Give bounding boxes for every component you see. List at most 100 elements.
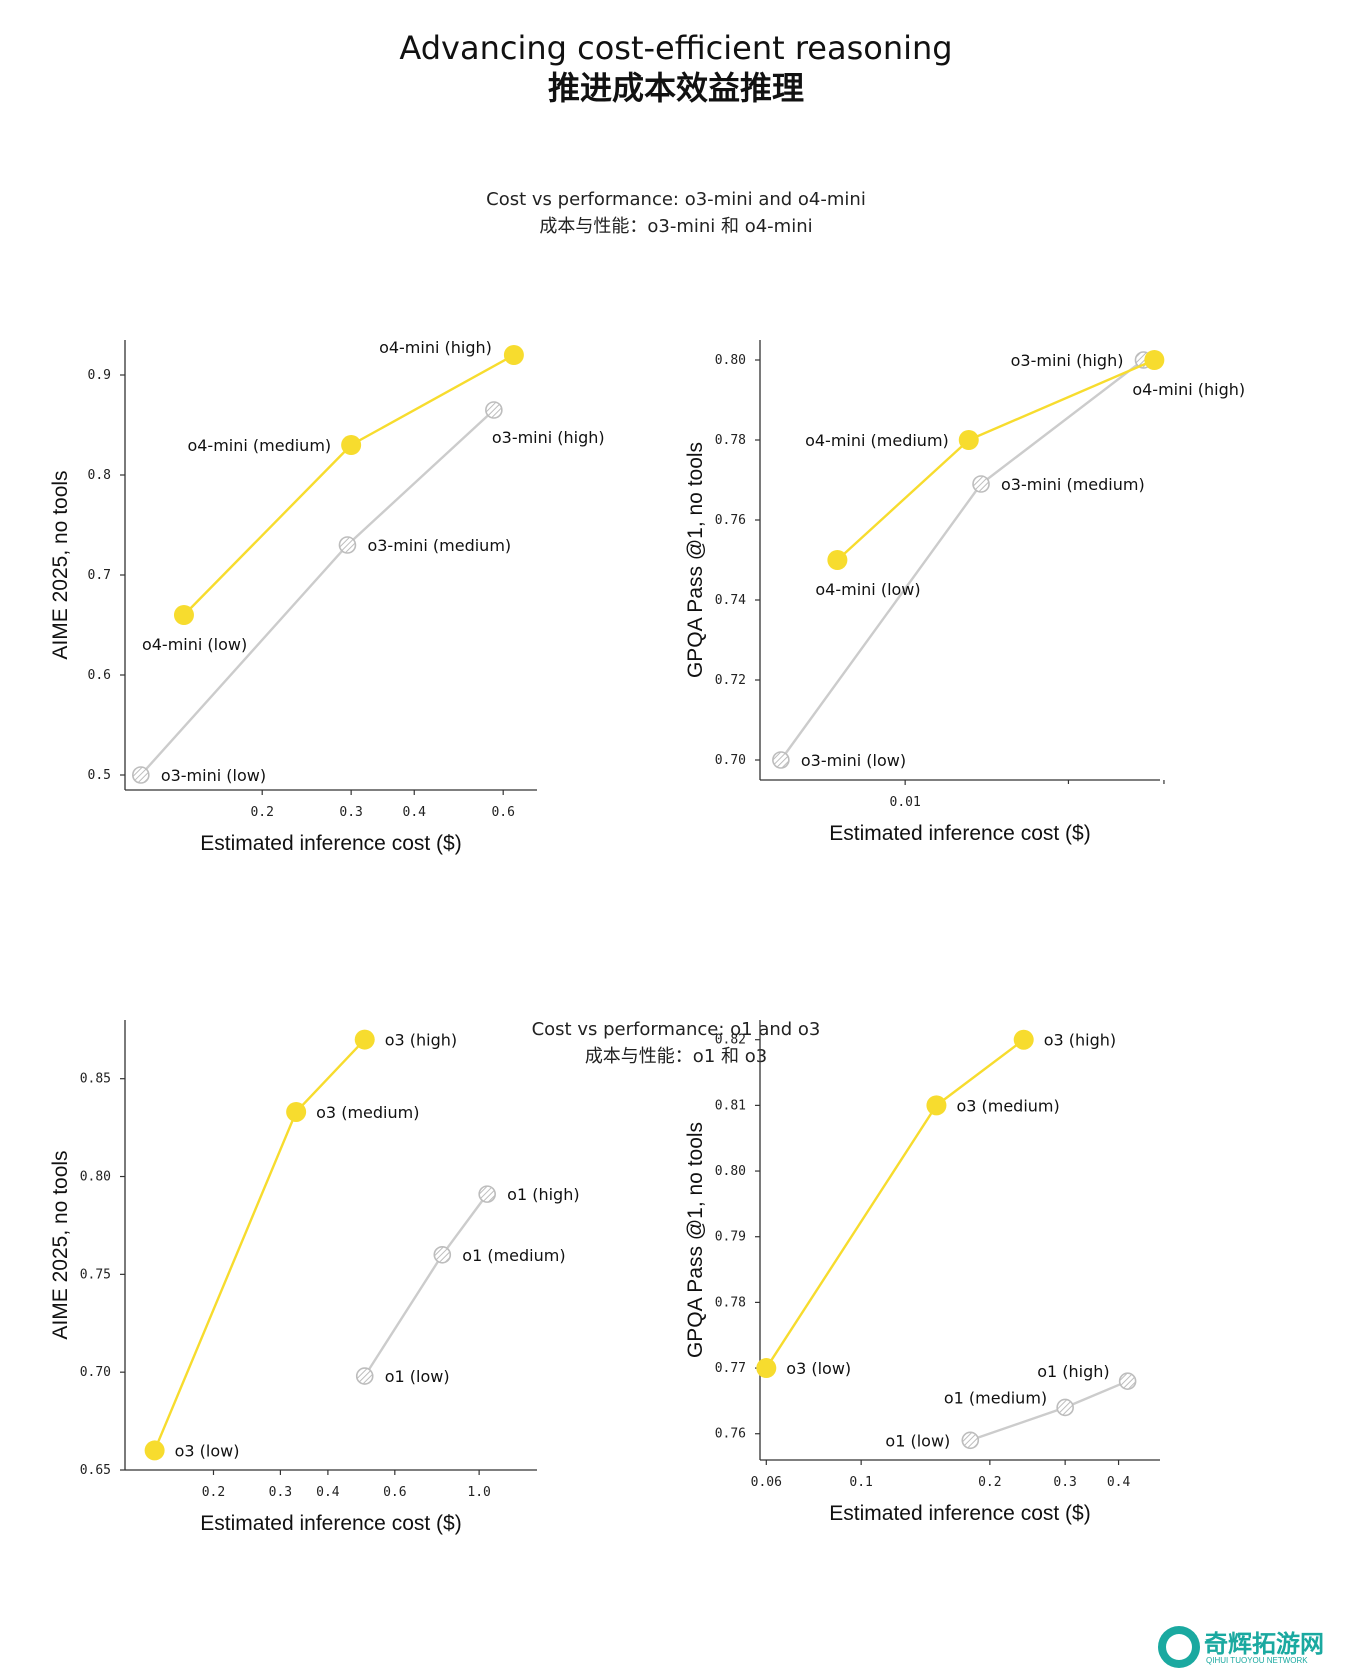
x-tick-label: 0.2 xyxy=(978,1475,1001,1490)
x-tick-label: 0.2 xyxy=(250,805,273,820)
x-tick-label: 0.1 xyxy=(849,1475,872,1490)
data-point-marker xyxy=(1013,1029,1034,1050)
data-point-marker xyxy=(433,1245,452,1264)
data-point-label: o4-mini (high) xyxy=(1132,380,1245,399)
data-point-label: o1 (high) xyxy=(507,1185,579,1204)
x-tick-label: 0.6 xyxy=(383,1485,406,1500)
data-point-label: o3 (medium) xyxy=(956,1096,1059,1115)
data-point-marker xyxy=(132,766,150,784)
data-point-marker xyxy=(1056,1398,1074,1417)
section-title-full-zh: 成本与性能：o1 和 o3 xyxy=(584,1046,768,1067)
watermark: 奇辉拓游网 QIHUI TUOYOU NETWORK xyxy=(1158,1622,1343,1674)
chart-aime-mini: 0.5 0.6 0.7 0.8 0.9 0.2 0.3 0.4 0.6 Estimated inf… xyxy=(49,338,605,855)
page-title-zh: 推进成本效益推理 xyxy=(547,69,804,107)
y-tick-label: 0.9 xyxy=(88,368,111,383)
o4-mini-series-line xyxy=(183,353,515,616)
data-point-label: o3-mini (medium) xyxy=(367,536,511,555)
x-tick-label: 0.06 xyxy=(751,1475,782,1490)
x-tick-label: 0.4 xyxy=(1107,1475,1131,1490)
x-axis-title: Estimated inference cost ($) xyxy=(200,832,461,855)
data-point-marker xyxy=(772,751,790,769)
data-point-label: o4-mini (medium) xyxy=(805,431,949,450)
y-tick-label: 0.76 xyxy=(715,513,746,528)
o4-mini-series-line xyxy=(836,358,1155,561)
x-tick-label: 0.4 xyxy=(316,1485,340,1500)
x-tick-label: 1.0 xyxy=(467,1485,490,1500)
data-point-marker xyxy=(144,1440,165,1461)
data-point-marker xyxy=(958,430,979,450)
data-point-marker xyxy=(926,1095,947,1116)
data-point-label: o3-mini (low) xyxy=(801,751,906,770)
y-axis-title: AIME 2025, no tools xyxy=(49,470,72,659)
o3-mini-series-line xyxy=(139,409,495,776)
y-tick-label: 0.78 xyxy=(715,433,746,448)
y-tick-label: 0.82 xyxy=(715,1033,746,1048)
data-point-marker xyxy=(338,536,357,554)
y-tick-label: 0.76 xyxy=(715,1427,746,1442)
data-point-marker xyxy=(355,1367,374,1385)
page-title: Advancing cost-efficient reasoning xyxy=(399,29,953,67)
y-tick-label: 0.65 xyxy=(80,1463,111,1478)
y-axis-title: AIME 2025, no tools xyxy=(49,1150,72,1339)
data-point-label: o1 (medium) xyxy=(944,1388,1047,1407)
data-point-marker xyxy=(1118,1372,1137,1390)
y-tick-label: 0.79 xyxy=(715,1230,746,1245)
data-point-marker xyxy=(173,605,194,625)
y-tick-label: 0.81 xyxy=(715,1098,746,1113)
y-tick-label: 0.77 xyxy=(715,1361,746,1376)
data-point-label: o4-mini (low) xyxy=(815,580,920,599)
x-tick-label: 0.3 xyxy=(269,1485,292,1500)
data-point-marker xyxy=(972,475,990,493)
y-tick-label: 0.6 xyxy=(88,668,111,683)
x-tick-label: 0.4 xyxy=(403,805,427,820)
y-tick-label: 0.75 xyxy=(80,1267,111,1282)
data-point-label: o1 (medium) xyxy=(462,1246,565,1265)
data-point-label: o3-mini (medium) xyxy=(1001,475,1145,494)
y-tick-label: 0.5 xyxy=(88,768,111,783)
page-header: Advancing cost-efficient reasoning 推进成本效… xyxy=(0,28,1352,108)
data-point-label: o4-mini (medium) xyxy=(187,436,331,455)
data-point-marker xyxy=(961,1431,980,1450)
data-point-label: o3 (high) xyxy=(1044,1031,1116,1050)
watermark-text: 奇辉拓游网 xyxy=(1204,1629,1324,1658)
y-axis-title: GPQA Pass @1, no tools xyxy=(684,1122,707,1358)
data-point-label: o4-mini (high) xyxy=(379,338,492,357)
chart-aime-full: 0.65 0.70 0.75 0.80 0.85 0.2 0.3 0.4 0.6 1.0 Estim… xyxy=(49,1020,580,1535)
data-point-label: o3 (medium) xyxy=(316,1103,419,1122)
data-point-label: o4-mini (low) xyxy=(142,635,247,654)
section-title-full-en: Cost vs performance: o1 and o3 xyxy=(531,1019,821,1040)
x-tick-label: 0.2 xyxy=(202,1485,225,1500)
data-point-marker xyxy=(485,401,503,419)
o3-series-line xyxy=(153,1038,366,1451)
y-tick-label: 0.74 xyxy=(715,593,746,608)
o3-series-line xyxy=(765,1038,1025,1369)
chart-gpqa-full: 0.76 0.77 0.78 0.79 0.80 0.81 0.82 0.06 0.1 0.2 0.… xyxy=(684,1020,1160,1525)
data-point-marker xyxy=(503,345,524,365)
x-axis-title: Estimated inference cost ($) xyxy=(200,1512,461,1535)
x-tick-label: 0.6 xyxy=(491,805,514,820)
data-point-label: o3 (low) xyxy=(175,1441,240,1460)
data-point-label: o3-mini (high) xyxy=(1011,351,1124,370)
o1-series-line xyxy=(363,1193,489,1377)
y-tick-label: 0.8 xyxy=(88,468,111,483)
y-tick-label: 0.72 xyxy=(715,673,746,688)
data-point-label: o3 (low) xyxy=(786,1359,851,1378)
data-point-label: o3-mini (low) xyxy=(161,766,266,785)
section-title-mini-en: Cost vs performance: o3-mini and o4-mini xyxy=(486,189,866,210)
section-title-mini: Cost vs performance: o3-mini and o4-mini… xyxy=(0,186,1352,240)
data-point-marker xyxy=(286,1101,307,1122)
y-axis-title: GPQA Pass @1, no tools xyxy=(684,442,707,678)
y-tick-label: 0.7 xyxy=(88,568,111,583)
data-point-label: o1 (low) xyxy=(885,1431,950,1450)
section-title-mini-zh: 成本与性能：o3-mini 和 o4-mini xyxy=(539,216,813,237)
data-point-marker xyxy=(1144,350,1165,370)
y-tick-label: 0.80 xyxy=(80,1170,111,1185)
data-point-label: o3 (high) xyxy=(385,1031,457,1050)
data-point-label: o3-mini (high) xyxy=(492,428,605,447)
data-point-marker xyxy=(341,435,362,455)
chart-gpqa-mini: 0.70 0.72 0.74 0.76 0.78 0.80 0.01 Estimated in… xyxy=(684,340,1245,845)
data-point-marker xyxy=(354,1029,375,1050)
y-tick-label: 0.80 xyxy=(715,353,746,368)
x-tick-label: 0.3 xyxy=(1053,1475,1076,1490)
watermark-logo-icon xyxy=(1158,1626,1200,1668)
